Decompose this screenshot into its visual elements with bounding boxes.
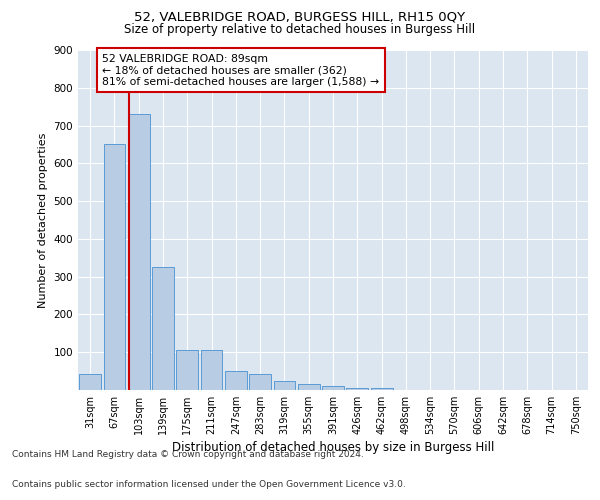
Bar: [128, 114, 149, 390]
Bar: [274, 380, 295, 390]
Bar: [176, 350, 198, 390]
Bar: [225, 371, 247, 390]
Bar: [104, 144, 125, 390]
Bar: [298, 384, 320, 390]
Text: Size of property relative to detached houses in Burgess Hill: Size of property relative to detached ho…: [124, 22, 476, 36]
Bar: [152, 267, 174, 390]
Text: 52 VALEBRIDGE ROAD: 89sqm
← 18% of detached houses are smaller (362)
81% of semi: 52 VALEBRIDGE ROAD: 89sqm ← 18% of detac…: [102, 54, 379, 87]
X-axis label: Distribution of detached houses by size in Burgess Hill: Distribution of detached houses by size …: [172, 441, 494, 454]
Text: 52, VALEBRIDGE ROAD, BURGESS HILL, RH15 0QY: 52, VALEBRIDGE ROAD, BURGESS HILL, RH15 …: [134, 11, 466, 24]
Y-axis label: Number of detached properties: Number of detached properties: [38, 132, 48, 308]
Text: Contains HM Land Registry data © Crown copyright and database right 2024.: Contains HM Land Registry data © Crown c…: [12, 450, 364, 459]
Bar: [200, 350, 223, 390]
Text: Contains public sector information licensed under the Open Government Licence v3: Contains public sector information licen…: [12, 480, 406, 489]
Bar: [371, 388, 392, 390]
Bar: [346, 388, 368, 390]
Bar: [249, 374, 271, 390]
Bar: [79, 374, 101, 390]
Bar: [322, 386, 344, 390]
